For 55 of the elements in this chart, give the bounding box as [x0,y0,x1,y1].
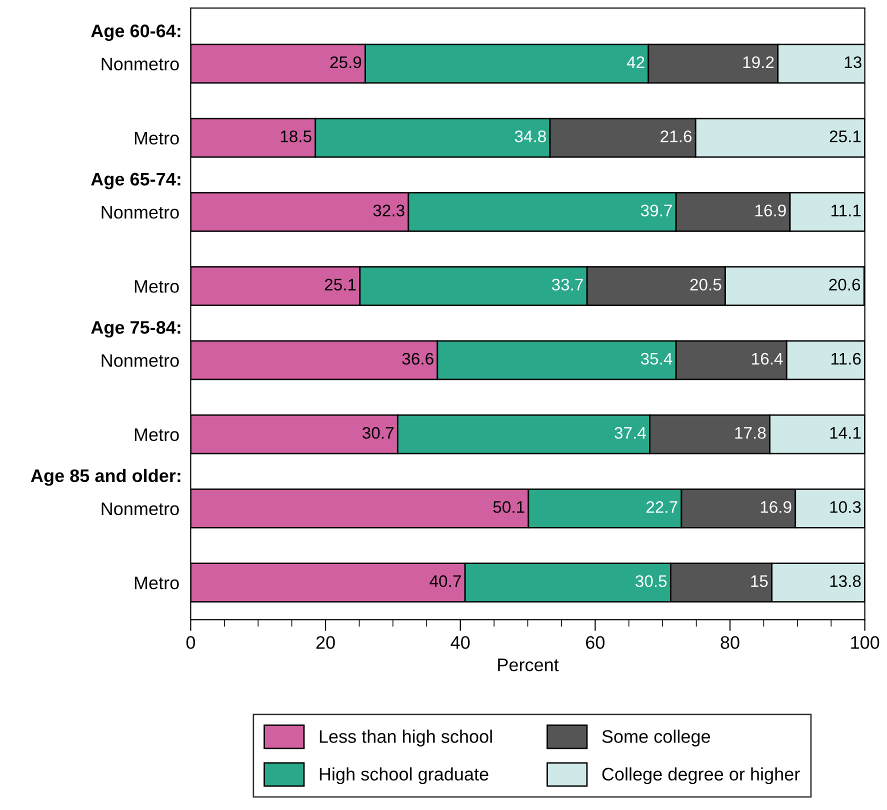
legend-label: College degree or higher [602,767,800,784]
data-label: 25.1 [830,130,861,142]
data-label: 21.6 [660,130,692,142]
data-label: 16.9 [760,501,792,513]
data-label: 35.4 [640,352,672,365]
data-label: 39.7 [640,204,672,216]
data-label: 14.1 [830,427,861,439]
y-tick-label: Nonmetro [102,502,179,516]
y-tick-label: Nonmetro [102,206,179,219]
y-tick-label: Metro [134,280,179,293]
data-label: 20.6 [829,278,860,291]
data-label: 11.1 [832,204,861,216]
data-label: 40.7 [430,575,461,588]
data-label: 16.9 [755,204,786,216]
legend-label: High school graduate [320,767,488,784]
x-axis-title: Percent [498,658,559,672]
data-label: 16.4 [752,352,783,365]
data-label: 11.6 [832,352,861,365]
text: Age 65-74: [91,172,180,190]
x-tick-label: 0 [186,636,196,649]
data-label: 30.7 [362,427,394,439]
data-label: 42 [626,56,644,68]
y-tick-label: Nonmetro [102,354,179,367]
y-tick-label: Metro [134,576,179,590]
data-label: 50.1 [493,501,524,513]
data-label: 30.5 [636,575,667,588]
data-label: 22.7 [646,501,678,513]
data-label: 36.6 [402,352,434,365]
x-tick-label: 40 [450,636,470,649]
data-label: 32.3 [373,204,404,216]
data-label: 19.2 [743,56,774,68]
x-tick-label: 20 [316,636,335,649]
data-label: 33.7 [552,278,583,291]
text: Age 75-84: [91,321,180,338]
data-label: 18.5 [280,130,312,142]
data-label: 20.5 [690,278,722,291]
x-tick-label: 80 [720,636,740,649]
x-tick-label: 60 [586,636,605,649]
data-label: 13.8 [830,575,861,588]
data-label: 17.8 [735,427,766,439]
data-label: 25.1 [324,278,356,291]
text: Age 60-64: [91,24,180,41]
data-label: 34.8 [514,130,546,142]
text: Age 85 and older: [30,468,180,486]
legend-label: Some college [602,730,710,746]
y-tick-label: Metro [134,132,179,145]
legend-label: Less than high school [320,730,492,746]
data-label: 25.9 [330,56,362,68]
data-label: 13 [844,56,862,68]
data-label: 10.3 [830,501,861,513]
data-label: 15 [751,575,768,588]
y-tick-label: Nonmetro [102,58,179,70]
y-tick-label: Metro [134,428,179,442]
data-label: 37.4 [614,427,646,439]
x-tick-label: 100 [851,636,880,649]
